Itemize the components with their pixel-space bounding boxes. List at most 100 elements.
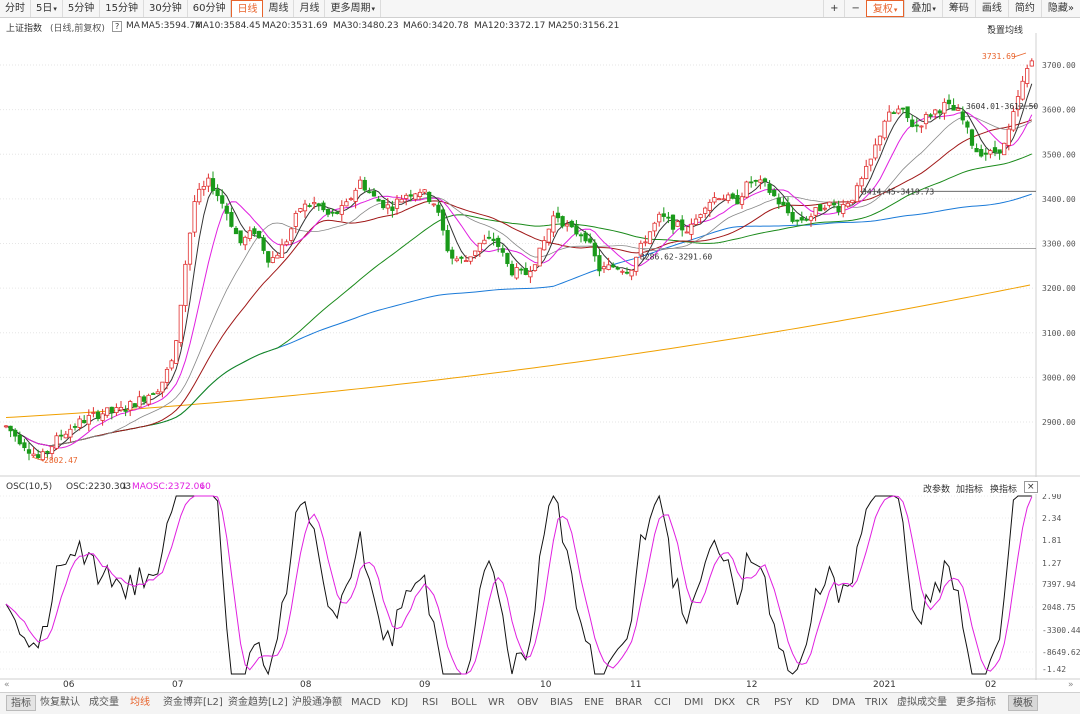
- candle-up: [739, 196, 745, 205]
- osc-path: [5, 494, 1032, 676]
- candle-up: [100, 413, 105, 421]
- scroll-left-icon[interactable]: «: [4, 680, 10, 690]
- candle-down: [772, 189, 777, 197]
- tab-rsi[interactable]: RSI: [422, 697, 439, 708]
- candle-down: [785, 202, 791, 214]
- tab-kdj[interactable]: KDJ: [391, 697, 409, 708]
- candle-down: [450, 249, 455, 259]
- candlestick-chart[interactable]: 3700.00 3600.00 3500.00 3400.00 3300.00 3200.…: [0, 33, 1080, 477]
- candle-up: [348, 198, 354, 201]
- tab-more-periods[interactable]: 更多周期▾: [325, 0, 381, 17]
- candle-down: [408, 194, 413, 197]
- tab-kd[interactable]: KD: [805, 697, 820, 708]
- tab-template[interactable]: 模板: [1008, 695, 1038, 711]
- price-gridlines: [0, 33, 1080, 477]
- candle-up: [68, 428, 73, 438]
- adjust-dropdown[interactable]: 复权▾: [865, 0, 905, 17]
- switch-indicator-button[interactable]: 换指标: [990, 485, 1018, 495]
- candle-down: [224, 205, 229, 214]
- close-icon[interactable]: ×: [1024, 481, 1038, 493]
- tab-weekly[interactable]: 周线: [263, 0, 295, 17]
- tab-30min[interactable]: 30分钟: [144, 0, 188, 17]
- osc-chart[interactable]: 2.90 2.34 1.81 1.27 7397.94 2048.75 -3300.44 -8…: [0, 494, 1080, 680]
- candle-down: [767, 183, 772, 193]
- tab-fund-game[interactable]: 资金博弈[L2]: [163, 697, 223, 708]
- tab-indicators[interactable]: 指标: [6, 695, 36, 711]
- hide-button[interactable]: 隐藏»: [1040, 0, 1080, 17]
- tab-dkx[interactable]: DKX: [714, 697, 736, 708]
- tab-5min[interactable]: 5分钟: [63, 0, 101, 17]
- tab-bias[interactable]: BIAS: [550, 697, 573, 708]
- candle-down: [983, 152, 988, 155]
- zoom-out-button[interactable]: −: [844, 0, 865, 17]
- x-tick-09: 09: [419, 680, 431, 690]
- candle-up: [532, 264, 538, 271]
- tab-daily[interactable]: 日线: [231, 0, 264, 17]
- osc-tick-label: 2.90: [1042, 494, 1061, 501]
- ma250-path: [5, 284, 1031, 419]
- osc-tick-label: 2048.75: [1042, 603, 1076, 612]
- draw-button[interactable]: 画线: [974, 0, 1008, 17]
- tab-boll[interactable]: BOLL: [451, 697, 477, 708]
- candle-up: [827, 201, 832, 206]
- candle-up: [919, 125, 924, 128]
- zoom-in-button[interactable]: +: [823, 0, 844, 17]
- simple-button[interactable]: 简约: [1007, 0, 1041, 17]
- tab-intraday[interactable]: 分时: [0, 0, 31, 17]
- tab-ma[interactable]: 均线: [130, 697, 150, 708]
- candle-down: [836, 205, 841, 213]
- tab-cci[interactable]: CCI: [654, 697, 671, 708]
- tab-volume[interactable]: 成交量: [89, 697, 119, 708]
- candle-up: [431, 203, 436, 206]
- tab-psy[interactable]: PSY: [774, 697, 793, 708]
- candle-down: [371, 191, 377, 197]
- tab-60min[interactable]: 60分钟: [188, 0, 232, 17]
- candle-down: [749, 181, 754, 184]
- tab-brar[interactable]: BRAR: [615, 697, 643, 708]
- tab-monthly[interactable]: 月线: [294, 0, 326, 17]
- tab-obv[interactable]: OBV: [517, 697, 539, 708]
- chips-button[interactable]: 筹码: [941, 0, 975, 17]
- candle-down: [229, 211, 234, 227]
- tab-ene[interactable]: ENE: [584, 697, 605, 708]
- tab-wr[interactable]: WR: [488, 697, 505, 708]
- tab-15min[interactable]: 15分钟: [100, 0, 144, 17]
- tab-macd[interactable]: MACD: [351, 697, 381, 708]
- tab-5day[interactable]: 5日▾: [31, 0, 63, 17]
- edit-params-button[interactable]: 改参数: [923, 485, 951, 495]
- candle-up: [160, 381, 165, 393]
- tab-restore-default[interactable]: 恢复默认: [40, 697, 80, 708]
- candle-up: [275, 254, 280, 259]
- tab-dma[interactable]: DMA: [832, 697, 856, 708]
- tab-virtual-volume[interactable]: 虚拟成交量: [897, 697, 947, 708]
- candle-down: [992, 147, 998, 153]
- tab-more-indicators[interactable]: 更多指标: [956, 697, 996, 708]
- candle-up: [155, 391, 160, 395]
- candle-up: [707, 201, 712, 211]
- candle-down: [611, 264, 616, 268]
- tab-trix[interactable]: TRIX: [865, 697, 888, 708]
- candle-up: [542, 240, 547, 251]
- tab-northbound[interactable]: 沪股通净额: [292, 697, 342, 708]
- scroll-right-icon[interactable]: »: [1068, 680, 1074, 690]
- tab-fund-trend[interactable]: 资金趋势[L2]: [228, 697, 288, 708]
- candle-up: [394, 198, 400, 209]
- caret-down-icon: ▾: [893, 6, 898, 14]
- osc-tick-label: 2.34: [1042, 514, 1061, 523]
- candle-down: [17, 434, 22, 445]
- ma10-value: MA10:3584.45: [195, 21, 261, 31]
- candle-up: [1015, 96, 1021, 111]
- add-indicator-button[interactable]: 加指标: [956, 485, 984, 495]
- ma30-line: [5, 119, 1032, 446]
- candle-down: [583, 232, 588, 242]
- candle-down: [960, 111, 965, 121]
- candle-up: [114, 407, 119, 414]
- candle-down: [266, 251, 271, 263]
- candle-up: [164, 368, 170, 383]
- help-icon[interactable]: ?: [112, 21, 123, 32]
- tab-dmi[interactable]: DMI: [684, 697, 704, 708]
- candle-up: [201, 186, 206, 190]
- tab-cr[interactable]: CR: [746, 697, 760, 708]
- overlay-dropdown[interactable]: 叠加▾: [904, 0, 942, 17]
- candle-down: [459, 256, 464, 259]
